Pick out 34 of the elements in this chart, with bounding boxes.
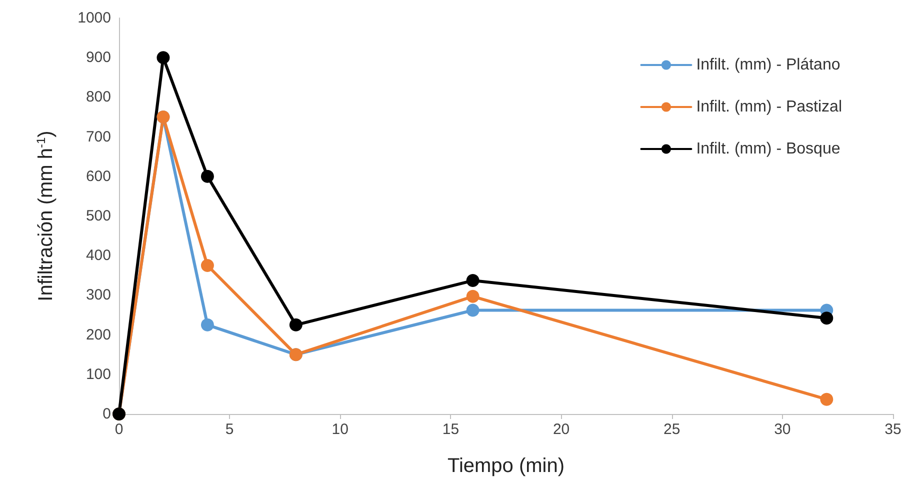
x-tick-label: 15 [442, 421, 460, 438]
point [820, 392, 834, 406]
x-tick-label: 30 [774, 421, 791, 438]
point [466, 304, 480, 317]
y-tick-label: 900 [86, 49, 111, 66]
point [200, 318, 214, 332]
point [200, 259, 214, 272]
point [156, 51, 170, 64]
y-tick-label: 0 [102, 406, 111, 422]
legend-label: Infilt. (mm) - Pastizal [696, 98, 842, 116]
y-tick-label: 100 [86, 366, 111, 383]
point [466, 274, 480, 288]
y-axis-title: Infiltración (mm h-1) [34, 130, 57, 302]
x-tick-label: 5 [225, 421, 234, 438]
point [820, 312, 834, 325]
x-tick-label: 10 [332, 421, 348, 438]
point [289, 318, 302, 332]
x-tick-label: 0 [114, 421, 124, 438]
y-tick-label: 500 [86, 208, 111, 224]
point [200, 170, 214, 183]
legend-label: Infilt. (mm) - Bosque [696, 140, 840, 158]
legend-label: Infilt. (mm) - Plátano [696, 56, 840, 74]
x-tick-label: 20 [552, 421, 570, 438]
y-tick-label: 700 [86, 128, 111, 146]
y-tick-label: 1000 [78, 10, 111, 26]
y-tick-label: 300 [86, 286, 111, 304]
y-tick-label: 400 [86, 247, 111, 264]
y-tick-label: 200 [86, 326, 111, 344]
y-tick-label: 600 [86, 168, 111, 185]
point [466, 290, 480, 303]
y-tick-label: 800 [86, 88, 111, 106]
x-tick-label: 25 [664, 421, 680, 438]
x-axis-title: Tiempo (min) [447, 455, 565, 477]
x-tick-label: 35 [884, 421, 902, 438]
